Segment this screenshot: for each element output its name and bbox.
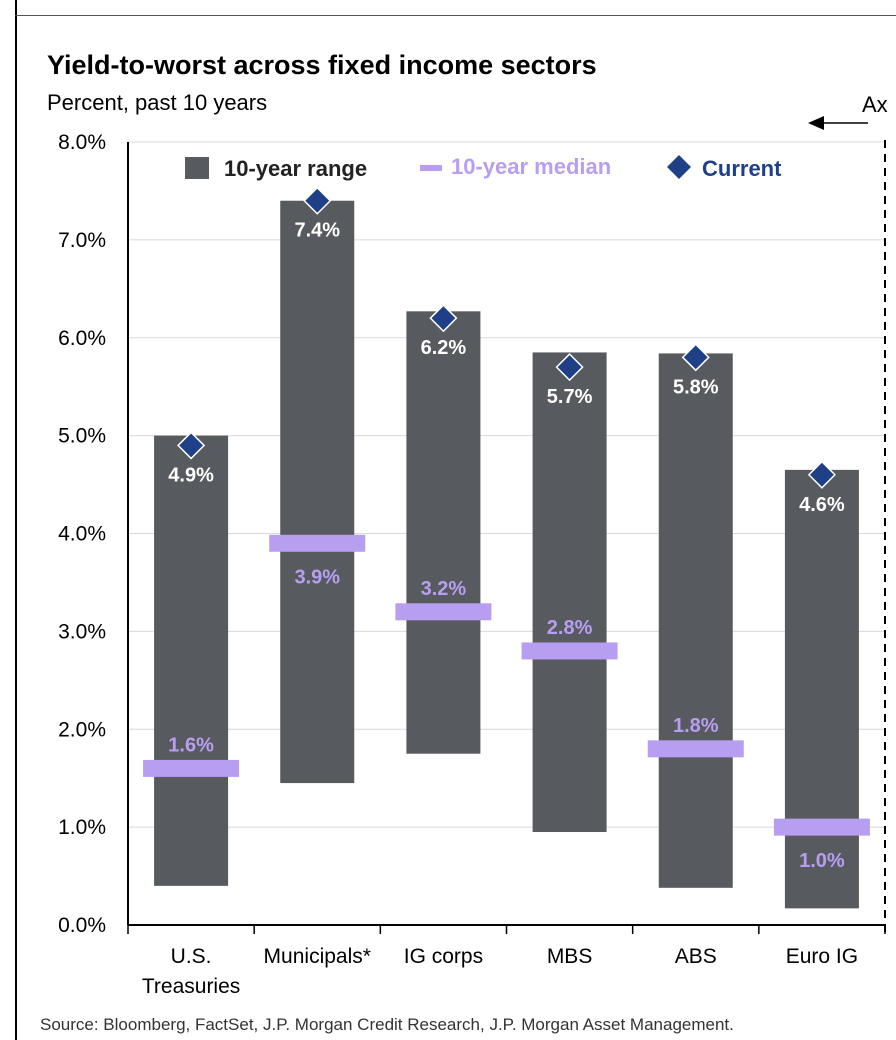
median-label: 3.9% xyxy=(294,566,340,588)
x-category-label: U.S. xyxy=(171,945,212,968)
current-label: 4.9% xyxy=(168,464,214,486)
y-tick-label: 2.0% xyxy=(58,718,106,741)
current-label: 5.8% xyxy=(673,376,719,398)
current-marker xyxy=(177,431,206,460)
current-marker xyxy=(681,343,710,372)
current-markers xyxy=(177,186,836,489)
x-category-label: MBS xyxy=(547,945,593,968)
median-label: 3.2% xyxy=(421,578,467,600)
y-tick-label: 8.0% xyxy=(58,131,106,154)
legend-label-current: Current xyxy=(702,156,782,181)
range-bar xyxy=(784,469,859,909)
median-markers xyxy=(143,534,870,836)
y-tick-label: 6.0% xyxy=(58,327,106,350)
arrow-head xyxy=(808,116,824,130)
range-bars xyxy=(154,200,859,909)
y-tick-label: 3.0% xyxy=(58,620,106,643)
range-bar xyxy=(154,435,229,886)
x-category-label: Municipals* xyxy=(264,945,371,968)
median-label: 2.8% xyxy=(547,617,593,639)
current-label: 5.7% xyxy=(547,386,593,408)
range-bar xyxy=(280,200,355,784)
current-marker xyxy=(555,353,584,382)
chart-title: Yield-to-worst across fixed income secto… xyxy=(47,50,597,80)
current-label: 7.4% xyxy=(294,220,340,242)
range-bar xyxy=(658,353,733,888)
current-marker xyxy=(303,186,332,215)
y-tick-label: 0.0% xyxy=(58,914,106,937)
frame-left-border xyxy=(15,0,17,1040)
range-bar xyxy=(532,352,607,833)
source-note: Source: Bloomberg, FactSet, J.P. Morgan … xyxy=(40,1015,734,1034)
x-category-label: Euro IG xyxy=(786,945,858,968)
legend: 10-year range 10-year median Current xyxy=(185,154,782,181)
axes: 0.0% 1.0% 2.0% 3.0% 4.0% 5.0% 6.0% 7.0% 8.0% U.S.… xyxy=(58,131,886,998)
current-marker xyxy=(429,304,458,333)
median-label: 1.6% xyxy=(168,734,214,756)
current-label: 4.6% xyxy=(799,494,845,516)
median-marker xyxy=(773,818,870,836)
y-tick-label: 5.0% xyxy=(58,425,106,448)
top-rule xyxy=(15,15,896,16)
median-marker xyxy=(269,534,366,552)
y-tick-label: 7.0% xyxy=(58,229,106,252)
legend-label-median: 10-year median xyxy=(451,154,611,179)
current-label: 6.2% xyxy=(421,337,467,359)
legend-swatch-current xyxy=(667,155,691,179)
gridlines xyxy=(128,141,885,828)
current-marker xyxy=(807,460,836,489)
median-marker xyxy=(647,740,744,758)
y-tick-label: 1.0% xyxy=(58,816,106,839)
x-category-label: Treasuries xyxy=(142,975,240,998)
chart-subtitle: Percent, past 10 years xyxy=(47,90,268,115)
legend-swatch-median xyxy=(420,165,442,171)
legend-swatch-range xyxy=(185,157,209,179)
median-marker xyxy=(143,759,240,777)
x-category-label: IG corps xyxy=(404,945,483,968)
y-tick-label: 4.0% xyxy=(58,523,106,546)
data-labels: 4.9% 1.6% 7.4% 3.9% 6.2% 3.2% 5.7% 2.8% 5.8% 1.8%… xyxy=(168,220,845,872)
median-marker xyxy=(395,603,492,621)
legend-label-range: 10-year range xyxy=(224,156,367,181)
median-marker xyxy=(521,642,618,660)
side-annotation xyxy=(808,116,886,935)
median-label: 1.8% xyxy=(673,715,719,737)
range-chart: 4.9% 1.6% 7.4% 3.9% 6.2% 3.2% 5.7% 2.8% 5.8% 1.8%… xyxy=(58,116,886,998)
range-bar xyxy=(406,311,481,754)
x-category-label: ABS xyxy=(675,945,717,968)
side-panel-label: Ax xyxy=(862,92,888,117)
median-label: 1.0% xyxy=(799,850,845,872)
